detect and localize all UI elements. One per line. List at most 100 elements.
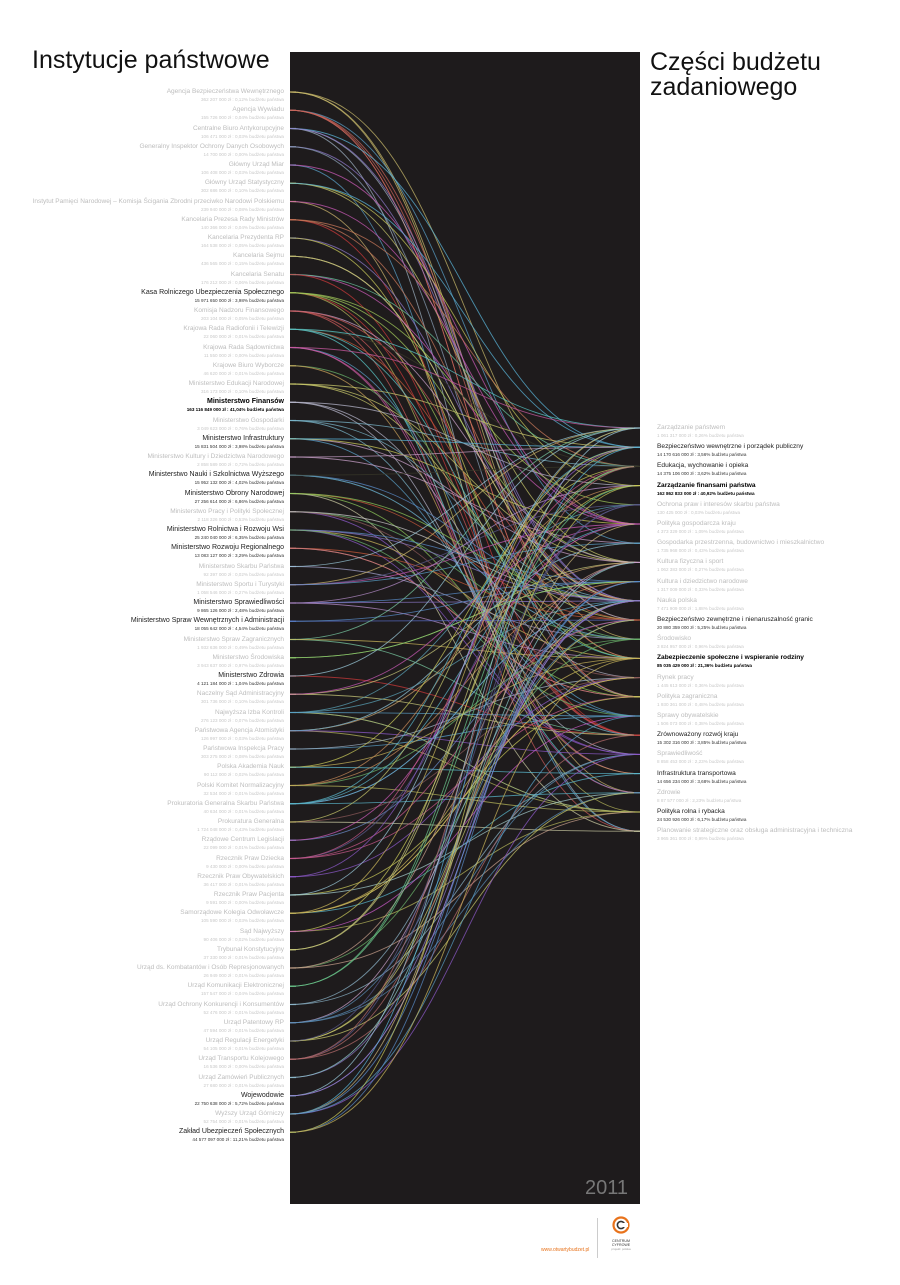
budget-part-item: Rynek pracy 1 445 613 000 zł : 0,36% budż…: [657, 674, 897, 689]
flow-line: [290, 274, 640, 467]
budget-part-name: Bezpieczeństwo zewnętrzne i nienaruszaln…: [657, 616, 813, 623]
institution-value: 105 590 000 zł : 0,03% budżetu państwa: [200, 918, 284, 924]
institution-item: Zakład Ubezpieczeń Społecznych 44 577 097…: [0, 1128, 284, 1143]
flow-line: [290, 182, 640, 487]
flow-line: [290, 600, 640, 1005]
flow-line: [290, 639, 640, 736]
institution-item: Ministerstwo Nauki i Szkolnictwa Wyższeg…: [0, 471, 284, 486]
flow-line: [290, 383, 640, 448]
budget-part-value: 1 062 383 000 zł : 0,27% budżetu państwa: [657, 567, 744, 573]
budget-part-value: 14 656 234 000 zł : 3,68% budżetu państw…: [657, 778, 747, 784]
flow-line: [290, 677, 640, 878]
institution-name: Kasa Rolniczego Ubezpieczenia Społeczneg…: [141, 288, 284, 296]
institution-item: Urząd Transportu Kolejowego 16 536 000 zł…: [0, 1055, 284, 1070]
centrum-cyfrowe-logo: CENTRUM CYFROWE projekt: polska: [603, 1216, 639, 1260]
budget-part-name: Ochrona praw i interesów skarbu państwa: [657, 500, 780, 508]
budget-part-name: Sprawiedliwość: [657, 750, 703, 758]
flow-line: [290, 657, 640, 1133]
institution-item: Ministerstwo Spraw Zagranicznych 1 932 63…: [0, 636, 284, 651]
institution-name: Rzecznik Praw Pacjenta: [213, 891, 284, 898]
institution-name: Ministerstwo Sportu i Turystyki: [196, 580, 284, 588]
institution-name: Ministerstwo Edukacji Narodowej: [188, 380, 284, 387]
institution-name: Ministerstwo Skarbu Państwa: [198, 562, 284, 570]
flow-line: [290, 292, 640, 659]
budget-part-value: 1 735 968 000 zł : 0,43% budżetu państwa: [657, 548, 744, 554]
flow-line: [290, 581, 640, 1133]
institution-name: Ministerstwo Środowiska: [212, 653, 284, 661]
budget-part-name: Zabezpieczenie społeczne i wspieranie ro…: [657, 654, 804, 662]
institution-value: 106 408 000 zł : 0,03% budżetu państwa: [200, 170, 284, 175]
institution-item: Ministerstwo Finansów 163 116 849 000 zł …: [0, 398, 284, 413]
flow-line: [290, 446, 640, 1115]
flow-line: [290, 128, 640, 832]
institution-item: Kancelaria Senatu 176 212 000 zł : 0,06% …: [0, 271, 284, 286]
flow-line: [290, 347, 640, 429]
budget-part-item: Sprawiedliwość 8 858 453 000 zł : 2,23% b…: [657, 750, 897, 765]
budget-part-value: 7 471 909 000 zł : 1,88% budżetu państwa: [657, 605, 744, 611]
institution-value: 9 591 000 zł : 0,00% budżetu państwa: [206, 900, 284, 905]
institution-value: 44 577 097 000 zł : 11,21% budżetu państ…: [192, 1137, 284, 1143]
budget-part-name: Polityka gospodarcza kraju: [657, 520, 736, 527]
budget-part-item: Bezpieczeństwo wewnętrzne i porządek pub…: [657, 443, 897, 458]
flow-line: [290, 529, 640, 659]
institution-value: 13 083 127 000 zł : 3,29% budżetu państw…: [194, 553, 284, 559]
budget-part-item: Kultura i dziedzictwo narodowe 1 317 009 …: [657, 578, 897, 593]
institution-value: 40 634 000 zł : 0,01% budżetu państwa: [203, 808, 284, 814]
institution-item: Rzecznik Praw Pacjenta 9 591 000 zł : 0,0…: [0, 891, 284, 906]
institution-value: 276 123 000 zł : 0,07% budżetu państwa: [200, 717, 284, 723]
institution-item: Wyższy Urząd Górniczy 52 754 000 zł : 0,0…: [0, 1110, 284, 1125]
flow-line: [290, 542, 640, 732]
institution-value: 15 831 504 000 zł : 3,98% budżetu państw…: [194, 443, 284, 449]
institution-value: 15 971 650 000 zł : 3,98% budżetu państw…: [194, 297, 284, 303]
institution-name: Ministerstwo Gospodarki: [212, 416, 284, 424]
budget-part-item: Sprawy obywatelskie 1 506 073 000 zł : 0,…: [657, 712, 897, 727]
institution-value: 25 240 040 000 zł : 6,35% budżetu państw…: [194, 535, 284, 540]
flow-line: [290, 792, 640, 805]
institution-name: Ministerstwo Rolnictwa i Rozwoju Wsi: [166, 526, 284, 533]
budget-part-name: Kultura fizyczna i sport: [657, 558, 724, 566]
flow-line: [290, 523, 640, 805]
flow-line: [290, 566, 640, 640]
institution-item: Ministerstwo Skarbu Państwa 92 397 000 zł…: [0, 563, 284, 578]
budget-part-value: 4 373 329 000 zł : 1,09% budżetu państwa: [657, 529, 744, 534]
flow-line: [290, 182, 640, 448]
institution-value: 90 406 000 zł : 0,02% budżetu państwa: [203, 936, 284, 942]
budget-part-value: 24 530 926 000 zł : 6,17% budżetu państw…: [657, 817, 747, 822]
flow-line: [290, 619, 640, 1042]
flow-line: [290, 485, 640, 1133]
institution-value: 301 736 000 zł : 0,10% budżetu państwa: [200, 699, 284, 705]
flow-line: [290, 292, 640, 736]
institution-name: Urząd Transportu Kolejowego: [198, 1055, 284, 1063]
institution-name: Ministerstwo Kultury i Dziedzictwa Narod…: [147, 453, 284, 460]
footer-url-link[interactable]: www.otwartybudzet.pl: [541, 1247, 590, 1253]
flow-line: [290, 600, 640, 805]
flow-line: [290, 465, 640, 987]
right-title: Części budżetu zadaniowego: [650, 48, 821, 101]
flow-line: [290, 438, 640, 525]
institution-item: Kancelaria Prezydenta RP 164 538 000 zł :…: [0, 234, 284, 249]
institution-name: Państwowa Agencja Atomistyki: [194, 726, 284, 734]
institution-name: Najwyższa Izba Kontroli: [215, 708, 284, 716]
institution-name: Rządowe Centrum Legislacji: [201, 836, 284, 844]
flow-line: [290, 427, 640, 640]
institution-item: Państwowa Inspekcja Pracy 303 275 000 zł …: [0, 745, 284, 760]
budget-part-item: Gospodarka przestrzenna, budownictwo i m…: [657, 539, 897, 554]
flow-line: [290, 529, 640, 755]
budget-part-item: Polityka gospodarcza kraju 4 373 329 000 …: [657, 520, 897, 535]
budget-part-name: Planowanie strategiczne oraz obsługa adm…: [657, 827, 853, 835]
flow-line: [290, 638, 640, 786]
institution-name: Ministerstwo Zdrowia: [218, 672, 284, 679]
institution-value: 4 121 184 000 zł : 1,04% budżetu państwa: [197, 681, 284, 686]
flow-line: [290, 730, 640, 813]
flow-line: [290, 712, 640, 717]
flow-line: [290, 504, 640, 1042]
flow-line: [290, 446, 640, 951]
flow-line: [290, 438, 640, 717]
budget-part-item: Zarządzanie finansami państwa 162 862 833…: [657, 482, 897, 497]
flow-line: [290, 328, 640, 467]
institution-value: 362 207 000 zł : 0,12% budżetu państwa: [200, 97, 284, 102]
institution-name: Urząd Ochrony Konkurencji i Konsumentów: [158, 1000, 284, 1008]
logo-partner: projekt: polska: [611, 1247, 631, 1251]
flow-line: [290, 438, 640, 448]
budget-part-name: Sprawy obywatelskie: [657, 712, 719, 719]
